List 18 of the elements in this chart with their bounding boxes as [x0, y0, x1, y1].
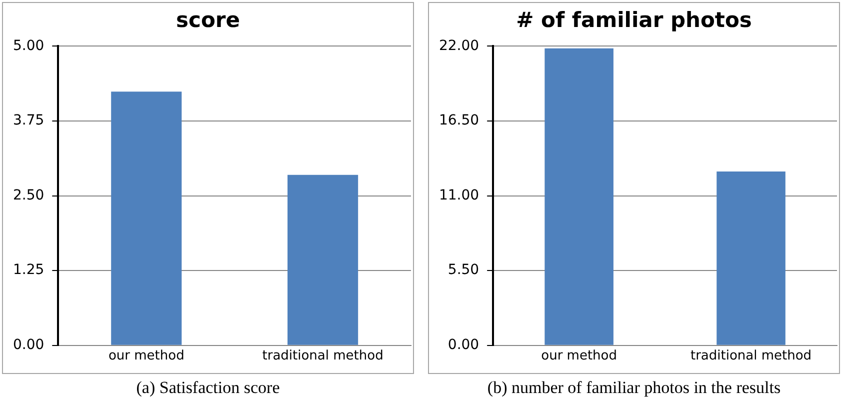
y-tick-label: 2.50 — [13, 187, 44, 204]
chart-title: # of familiar photos — [516, 8, 752, 32]
y-tick-label: 1.25 — [13, 262, 44, 278]
y-tick-label: 0.00 — [448, 337, 480, 354]
y-tick-label: 0.00 — [13, 337, 44, 354]
x-tick-label: traditional method — [690, 348, 812, 364]
y-tick-label: 5.00 — [13, 38, 44, 54]
text: (a) Satisfaction score — [135, 378, 281, 398]
text: (b) number of familiar photos in the results — [486, 378, 782, 398]
y-tick-label: 16.50 — [438, 112, 480, 129]
x-tick-label: our method — [108, 348, 184, 364]
y-tick-label: 3.75 — [13, 112, 44, 129]
chart-title: score — [176, 8, 240, 32]
x-tick-label: traditional method — [262, 348, 384, 364]
y-tick-label: 5.50 — [448, 262, 480, 278]
x-tick-label: our method — [541, 348, 617, 364]
y-tick-label: 22.00 — [438, 38, 480, 54]
y-tick-label: 11.00 — [438, 187, 480, 204]
